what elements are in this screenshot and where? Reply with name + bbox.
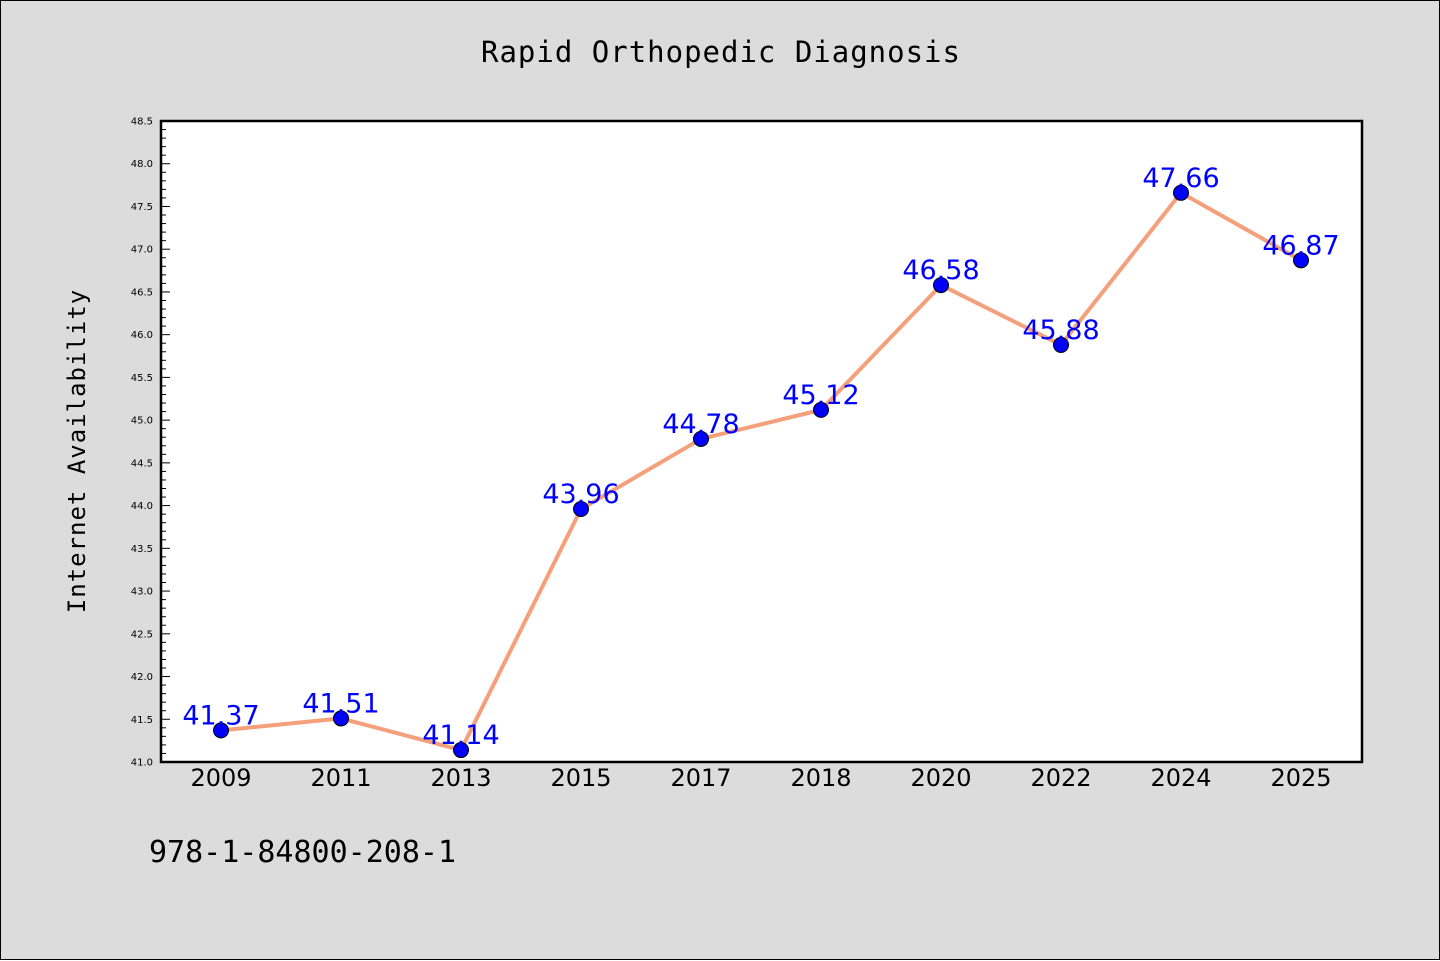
- data-label: 44.78: [662, 409, 739, 440]
- x-tick-label: 2022: [1030, 764, 1091, 792]
- x-tick-label: 2018: [790, 764, 851, 792]
- data-label: 41.14: [422, 720, 499, 751]
- series-line: [220, 190, 1302, 753]
- x-tick-label: 2020: [910, 764, 971, 792]
- chart-title: Rapid Orthopedic Diagnosis: [481, 35, 961, 69]
- data-label: 47.66: [1142, 163, 1219, 194]
- x-tick-label: 2015: [550, 764, 611, 792]
- y-tick-label: 46.5: [131, 287, 153, 298]
- x-tick-label: 2011: [310, 764, 371, 792]
- plot-frame: [159, 119, 1364, 764]
- plot-area: [161, 121, 1362, 762]
- data-point: [693, 430, 709, 447]
- x-tick-label: 2024: [1150, 764, 1211, 792]
- data-point: [1293, 252, 1309, 269]
- y-tick-label: 45.0: [131, 416, 153, 427]
- data-point: [813, 401, 829, 418]
- y-tick-label: 45.5: [131, 373, 153, 384]
- data-label: 43.96: [542, 479, 619, 510]
- data-label: 45.88: [1022, 315, 1099, 346]
- data-point: [333, 710, 349, 727]
- data-point: [933, 277, 949, 294]
- y-tick-label: 43.0: [131, 587, 153, 598]
- y-tick-label: 47.0: [131, 245, 153, 256]
- y-tick-label: 48.0: [131, 159, 153, 170]
- data-point: [453, 742, 469, 759]
- data-point: [1173, 184, 1189, 201]
- y-tick-label: 41.5: [131, 715, 153, 726]
- y-tick-label: 42.0: [131, 672, 153, 683]
- data-label: 46.58: [902, 255, 979, 286]
- y-tick-label: 47.5: [131, 202, 153, 213]
- data-point: [213, 722, 229, 739]
- y-tick-label: 46.0: [131, 330, 153, 341]
- data-point: [1053, 336, 1069, 353]
- data-label: 41.51: [302, 688, 379, 719]
- x-tick-label: 2025: [1270, 764, 1331, 792]
- y-tick-label: 44.0: [131, 501, 153, 512]
- x-tick-label: 2009: [190, 764, 251, 792]
- data-point: [573, 501, 589, 518]
- data-label: 41.37: [182, 700, 259, 731]
- data-label: 46.87: [1262, 230, 1339, 261]
- x-tick-label: 2017: [670, 764, 731, 792]
- data-label: 45.12: [782, 380, 859, 411]
- y-tick-label: 42.5: [131, 629, 153, 640]
- x-tick-label: 2013: [430, 764, 491, 792]
- y-tick-label: 43.5: [131, 544, 153, 555]
- isbn-text: 978-1-84800-208-1: [149, 835, 457, 870]
- y-tick-label: 44.5: [131, 458, 153, 469]
- y-tick-label: 48.5: [131, 117, 153, 128]
- y-tick-label: 41.0: [131, 758, 153, 769]
